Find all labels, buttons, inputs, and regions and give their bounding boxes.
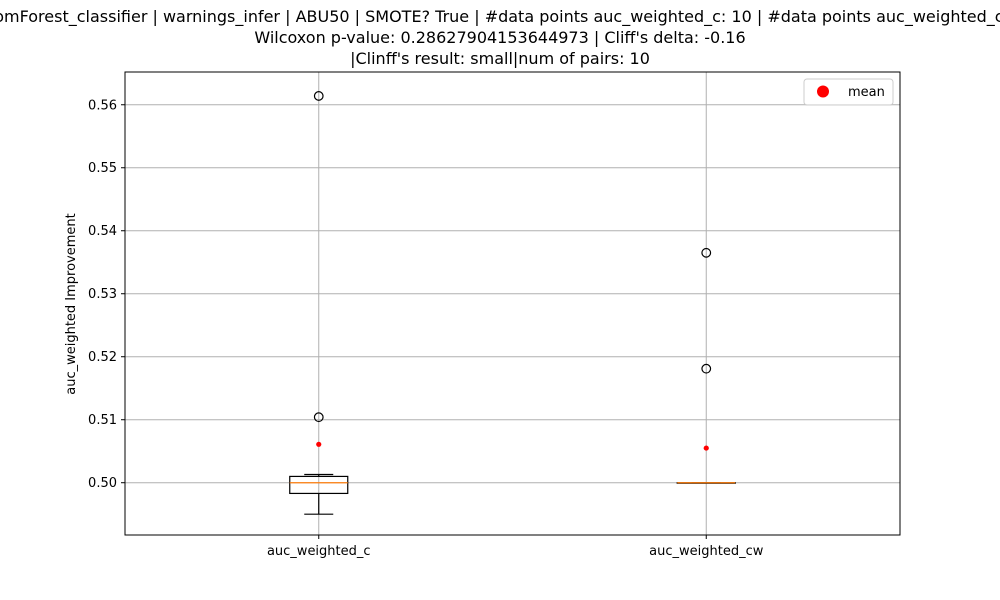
y-tick-label: 0.50 [88, 476, 117, 491]
y-tick-label: 0.56 [88, 98, 117, 113]
legend: mean [803, 78, 894, 106]
x-tick-label: auc_weighted_c [267, 544, 371, 559]
y-axis-label: auc_weighted Improvement [64, 213, 79, 395]
axes: 0.50 0.51 0.52 0.53 0.54 0.55 0.56 auc_weighted… [88, 71, 901, 559]
mean-marker [316, 441, 322, 447]
outlier-point [313, 412, 324, 423]
legend-mean-marker [817, 85, 829, 98]
box-iqr [289, 475, 349, 495]
chart-title: RandomForest_classifier | warnings_infer… [0, 7, 1000, 68]
title-line-3: |Clinff's result: small|num of pairs: 10 [350, 49, 650, 68]
outlier-point [701, 363, 712, 374]
box-auc_weighted_c [289, 91, 349, 515]
legend-frame [803, 78, 894, 106]
title-line-2: Wilcoxon p-value: 0.28627904153644973 | … [254, 28, 745, 47]
y-tick-label: 0.51 [88, 413, 117, 428]
box-auc_weighted_cw [676, 247, 736, 484]
outlier-point [701, 247, 712, 258]
y-tick-label: 0.52 [88, 350, 117, 365]
mean-marker [703, 445, 709, 451]
grid-lines [125, 72, 900, 535]
plot-frame [124, 71, 901, 536]
outlier-point [313, 91, 324, 101]
x-tick-label: auc_weighted_cw [649, 544, 764, 559]
y-tick-label: 0.54 [88, 224, 117, 239]
y-tick-label: 0.55 [88, 161, 117, 176]
title-line-1: RandomForest_classifier | warnings_infer… [0, 7, 1000, 27]
legend-mean-label: mean [848, 85, 885, 100]
plot-area [289, 91, 736, 515]
y-tick-label: 0.53 [88, 287, 117, 302]
